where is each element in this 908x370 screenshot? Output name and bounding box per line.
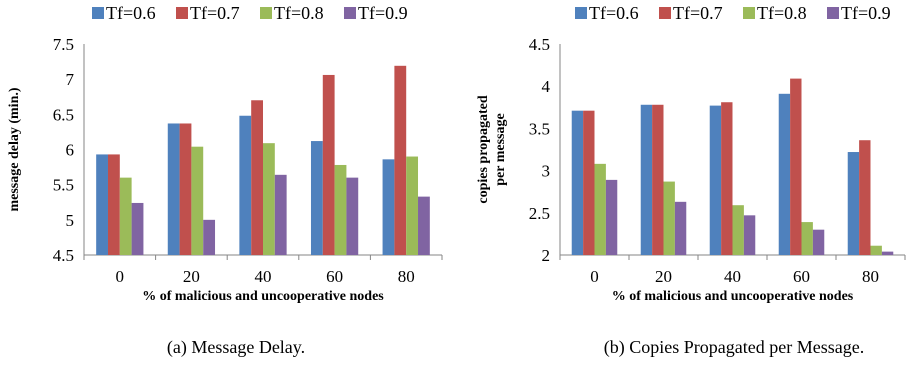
bar (179, 123, 192, 255)
y-tick-label: 7.5 (53, 35, 74, 54)
bar (594, 163, 606, 255)
y-axis-title: message delay (min.) (7, 87, 22, 211)
y-tick-label: 6 (66, 141, 75, 160)
chart-message-delay: 4.5 5 5.5 6 6.5 7 7.5 0 20 40 60 80 Tf=0.6 Tf=0.7 Tf=0… (7, 3, 443, 358)
legend-swatch (92, 7, 104, 19)
bar (583, 110, 595, 256)
bar (334, 164, 347, 255)
legend-label: Tf=0.6 (589, 3, 639, 23)
y-tick-label: 4.5 (529, 35, 550, 54)
bar (663, 181, 675, 255)
bar (640, 104, 653, 255)
legend-label: Tf=0.7 (190, 3, 240, 23)
bar (732, 205, 744, 255)
bar (203, 219, 216, 255)
bar (881, 251, 894, 255)
x-tick-label: 20 (655, 267, 672, 286)
y-tick-label: 4.5 (53, 246, 74, 265)
x-axis-title: % of malicious and uncooperative nodes (142, 289, 384, 304)
bar (263, 143, 275, 255)
bar (406, 156, 419, 255)
x-tick-label: 80 (862, 267, 879, 286)
y-tick-label: 6.5 (53, 105, 74, 124)
y-tick-label: 2.5 (529, 204, 550, 223)
x-tick-label: 80 (398, 267, 415, 286)
bar (801, 222, 813, 255)
bar (191, 146, 204, 255)
bar (605, 179, 618, 255)
bar (382, 159, 395, 255)
bar (119, 177, 132, 255)
bar (812, 229, 825, 255)
y-tick-label: 3.5 (529, 119, 550, 138)
figure-caption: (b) Copies Propagated per Message. (604, 337, 864, 358)
bar (96, 154, 108, 255)
legend-swatch (176, 7, 188, 19)
legend-label: Tf=0.8 (757, 3, 807, 23)
x-tick-label: 60 (326, 267, 343, 286)
x-tick-label: 20 (183, 267, 200, 286)
y-tick-label: 5 (66, 211, 75, 230)
bar (131, 202, 144, 255)
bar (239, 115, 252, 256)
bar (674, 201, 687, 255)
bar (859, 140, 871, 255)
y-tick-label: 4 (542, 77, 551, 96)
legend-label: Tf=0.9 (841, 3, 891, 23)
bar (652, 104, 664, 255)
y-tick-label: 3 (542, 162, 551, 181)
legend-swatch (659, 7, 671, 19)
bar (274, 174, 287, 255)
x-tick-label: 40 (724, 267, 741, 286)
chart-copies-propagated: 2 2.5 3 3.5 4 4.5 0 20 40 60 80 Tf=0.6 Tf=0.7 Tf=0.8 T… (476, 3, 906, 358)
bar (571, 110, 584, 256)
y-axis-title: per message (493, 113, 508, 185)
legend-swatch (743, 7, 755, 19)
legend-swatch (260, 7, 272, 19)
bar (322, 74, 335, 256)
bar (346, 177, 359, 255)
y-tick-label: 2 (542, 246, 551, 265)
y-tick-label: 7 (66, 70, 75, 89)
legend-label: Tf=0.8 (274, 3, 324, 23)
bar (310, 141, 323, 255)
bar (847, 152, 860, 255)
bar (743, 215, 756, 255)
bar (394, 65, 407, 255)
bar (870, 245, 882, 255)
bar (418, 196, 430, 255)
bar (167, 123, 180, 255)
x-tick-label: 0 (590, 267, 599, 286)
legend-swatch (344, 7, 356, 19)
y-tick-label: 5.5 (53, 176, 74, 195)
y-axis-title: copies propagated (476, 95, 491, 203)
legend-label: Tf=0.6 (106, 3, 156, 23)
legend-swatch (575, 7, 587, 19)
x-axis-title: % of malicious and uncooperative nodes (612, 289, 854, 304)
x-tick-label: 0 (116, 267, 125, 286)
bar (107, 154, 120, 255)
x-tick-label: 60 (793, 267, 810, 286)
figure-caption: (a) Message Delay. (167, 337, 305, 358)
legend-label: Tf=0.7 (673, 3, 723, 23)
bar (709, 105, 722, 255)
bar (778, 93, 791, 256)
legend-swatch (827, 7, 839, 19)
bar (251, 100, 263, 256)
legend-label: Tf=0.9 (358, 3, 408, 23)
bar (790, 78, 802, 255)
bar (721, 102, 733, 256)
x-tick-label: 40 (255, 267, 272, 286)
